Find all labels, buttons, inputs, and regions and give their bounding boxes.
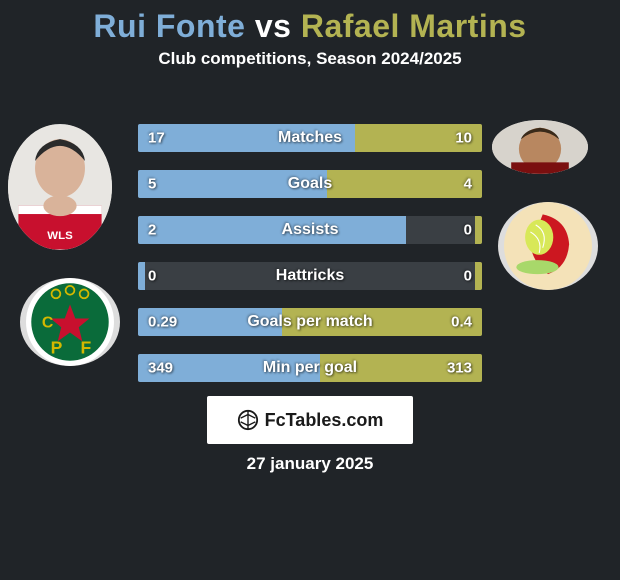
svg-text:F: F (81, 338, 92, 358)
player2-photo (492, 120, 588, 174)
player2-name: Rafael Martins (301, 8, 527, 44)
date-label: 27 january 2025 (0, 454, 620, 474)
player2-bar-segment (475, 216, 482, 244)
svg-text:P: P (51, 338, 63, 358)
stat-row: 5 4 Goals (138, 170, 482, 198)
player1-value: 5 (148, 176, 156, 193)
player1-value: 0 (148, 268, 156, 285)
player2-bar-segment (327, 170, 482, 198)
player1-bar-segment (138, 262, 145, 290)
player2-value: 0 (464, 268, 472, 285)
player2-value: 0.4 (451, 314, 472, 331)
player1-value: 17 (148, 130, 165, 147)
player1-value: 0.29 (148, 314, 177, 331)
player1-bar-segment (138, 216, 406, 244)
player1-value: 349 (148, 360, 173, 377)
player2-value: 0 (464, 222, 472, 239)
fctables-badge: FcTables.com (207, 396, 413, 444)
metric-label: Hattricks (276, 267, 344, 285)
comparison-bars: 17 10 Matches 5 4 Goals 2 0 Assists 0 0 Hattricks 0.… (138, 124, 482, 400)
player2-value: 10 (455, 130, 472, 147)
metric-label: Goals (288, 175, 332, 193)
player1-club-crest: P F C (20, 278, 120, 366)
stat-row: 349 313 Min per goal (138, 354, 482, 382)
player1-value: 2 (148, 222, 156, 239)
player1-name: Rui Fonte (93, 8, 245, 44)
fctables-logo-icon (237, 409, 259, 431)
stat-row: 2 0 Assists (138, 216, 482, 244)
metric-label: Matches (278, 129, 342, 147)
svg-text:WLS: WLS (47, 230, 73, 242)
metric-label: Assists (282, 221, 339, 239)
stat-row: 0.29 0.4 Goals per match (138, 308, 482, 336)
metric-label: Min per goal (263, 359, 357, 377)
stat-row: 0 0 Hattricks (138, 262, 482, 290)
player2-value: 4 (464, 176, 472, 193)
stat-row: 17 10 Matches (138, 124, 482, 152)
metric-label: Goals per match (247, 313, 372, 331)
player2-value: 313 (447, 360, 472, 377)
fctables-label: FcTables.com (265, 410, 384, 431)
subtitle: Club competitions, Season 2024/2025 (0, 49, 620, 69)
player2-club-crest (498, 202, 598, 290)
player1-photo: WLS (8, 124, 112, 250)
comparison-title: Rui Fonte vs Rafael Martins (0, 0, 620, 49)
player2-bar-segment (475, 262, 482, 290)
svg-text:C: C (42, 314, 53, 331)
vs-separator: vs (255, 8, 292, 44)
